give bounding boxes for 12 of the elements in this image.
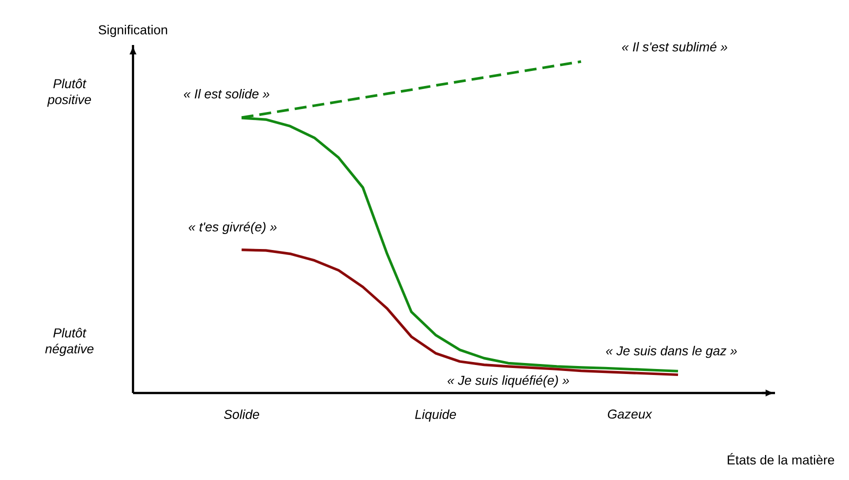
text: « Il s'est sublimé »	[622, 42, 728, 52]
text: Plutôt négative	[45, 328, 94, 356]
annotation: « Je suis liquéfié(e) »	[448, 375, 569, 388]
x-axis-title: États de la matière	[728, 453, 834, 465]
annotation: « t'es givré(e) »	[188, 222, 277, 234]
x-tick-label: Solide	[224, 409, 260, 420]
x-tick-label: Gazeux	[608, 409, 652, 419]
annotation: « Je suis dans le gaz »	[606, 346, 737, 358]
y-axis-title: Signification	[98, 24, 168, 37]
text: Plutôt positive	[47, 78, 91, 107]
x-tick-label: Liquide	[415, 409, 456, 422]
annotation: « Il est solide »	[184, 88, 270, 98]
